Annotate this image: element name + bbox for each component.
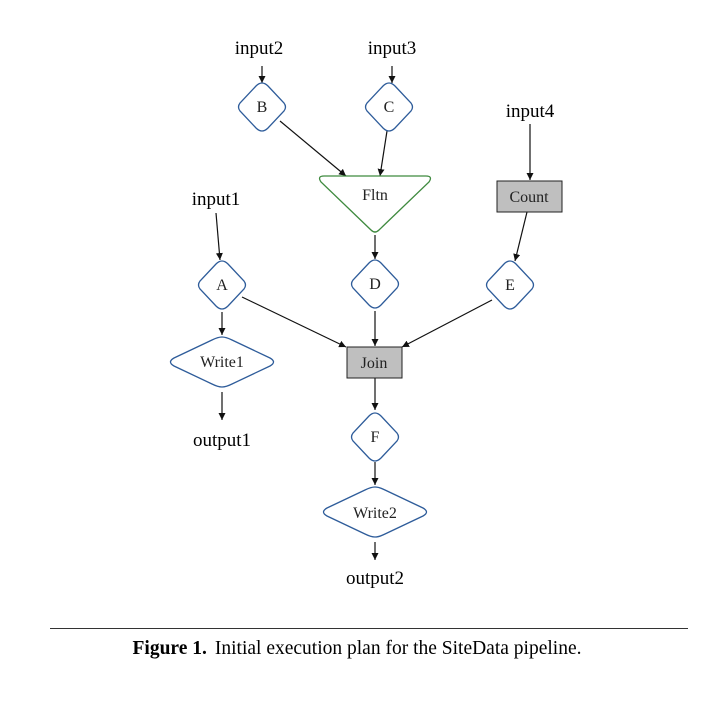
node-b-label: B (257, 99, 268, 116)
node-fltn: Fltn (318, 175, 432, 233)
node-d-label: D (369, 276, 381, 293)
node-c: C (364, 82, 414, 132)
node-b: B (237, 82, 287, 132)
node-count: Count (496, 180, 563, 213)
input2-label: input2 (235, 38, 284, 59)
figure-label: Figure 1. (132, 638, 207, 659)
node-write2: Write2 (322, 486, 428, 538)
node-write2-label: Write2 (353, 505, 397, 522)
node-join-label: Join (361, 355, 388, 372)
edge-b-fltn (279, 120, 347, 177)
pipeline-diagram: input2 input3 input4 input1 output1 outp… (169, 38, 563, 589)
edge-a-join (241, 296, 347, 348)
node-c-label: C (384, 99, 395, 116)
edge-count-e (513, 211, 528, 262)
node-a: A (197, 260, 247, 310)
node-fltn-label: Fltn (362, 187, 388, 204)
output1-label: output1 (193, 430, 251, 451)
node-write1: Write1 (169, 336, 275, 388)
edge-e-join (401, 299, 493, 348)
figure-caption: Figure 1. Initial execution plan for the … (0, 638, 714, 660)
caption-divider (50, 628, 688, 629)
edge-input1-a (215, 212, 223, 261)
output2-label: output2 (346, 568, 404, 589)
node-write1-label: Write1 (200, 354, 244, 371)
node-e: E (485, 260, 535, 310)
node-join: Join (346, 346, 403, 379)
edge-c-fltn (377, 130, 388, 177)
input1-label: input1 (192, 189, 241, 210)
node-f: F (350, 412, 400, 462)
node-f-label: F (371, 429, 380, 446)
node-e-label: E (505, 277, 515, 294)
edges (215, 66, 534, 560)
input4-label: input4 (506, 101, 555, 122)
input3-label: input3 (368, 38, 417, 59)
node-count-label: Count (509, 189, 549, 206)
node-a-label: A (216, 277, 228, 294)
node-d: D (350, 259, 400, 309)
figure-caption-text: Initial execution plan for the SiteData … (214, 638, 582, 659)
